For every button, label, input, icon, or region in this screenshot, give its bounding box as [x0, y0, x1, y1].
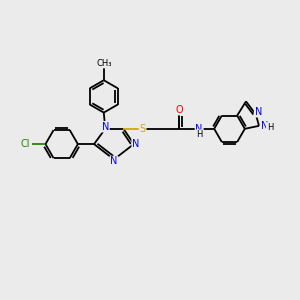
Text: N: N	[261, 121, 268, 131]
Text: N: N	[196, 124, 203, 134]
Text: S: S	[140, 124, 146, 134]
Text: CH₃: CH₃	[97, 58, 112, 68]
Text: N: N	[255, 107, 262, 117]
Text: N: N	[110, 157, 118, 166]
Text: Cl: Cl	[20, 139, 30, 149]
Text: H: H	[196, 130, 202, 139]
Text: H: H	[267, 123, 273, 132]
Text: N: N	[132, 139, 140, 149]
Text: N: N	[102, 122, 109, 132]
Text: O: O	[176, 105, 183, 115]
